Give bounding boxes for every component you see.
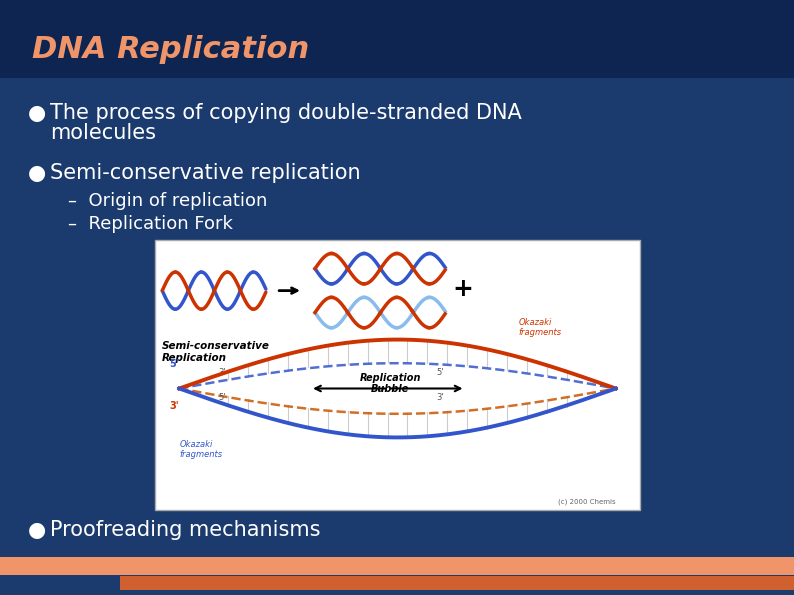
Text: –  Replication Fork: – Replication Fork [68,215,233,233]
Text: –  Origin of replication: – Origin of replication [68,192,268,210]
Text: ●: ● [28,103,46,123]
Bar [120,576,794,590]
Text: Semi-conservative replication: Semi-conservative replication [50,163,360,183]
Text: +: + [453,277,473,301]
Text: Replication
Bubble: Replication Bubble [360,372,421,394]
Text: Semi-conservative
Replication: Semi-conservative Replication [162,342,270,363]
Text: 5': 5' [436,368,444,377]
Text: Proofreading mechanisms: Proofreading mechanisms [50,520,321,540]
Bar [0,557,794,575]
Text: molecules: molecules [50,123,156,143]
Text: The process of copying double-stranded DNA: The process of copying double-stranded D… [50,103,522,123]
Text: 3': 3' [436,393,444,402]
Text: 5': 5' [170,359,179,368]
Bar [155,240,640,510]
Text: ●: ● [28,520,46,540]
Text: Okazaki
fragments: Okazaki fragments [179,440,222,459]
Text: ●: ● [28,163,46,183]
Text: DNA Replication: DNA Replication [32,36,309,64]
Text: 5': 5' [218,393,225,402]
Bar [0,0,794,78]
Text: 3': 3' [218,368,225,377]
Text: Okazaki
fragments: Okazaki fragments [518,318,562,337]
Text: (c) 2000 Chemis: (c) 2000 Chemis [558,499,616,505]
Text: 3': 3' [170,401,179,411]
